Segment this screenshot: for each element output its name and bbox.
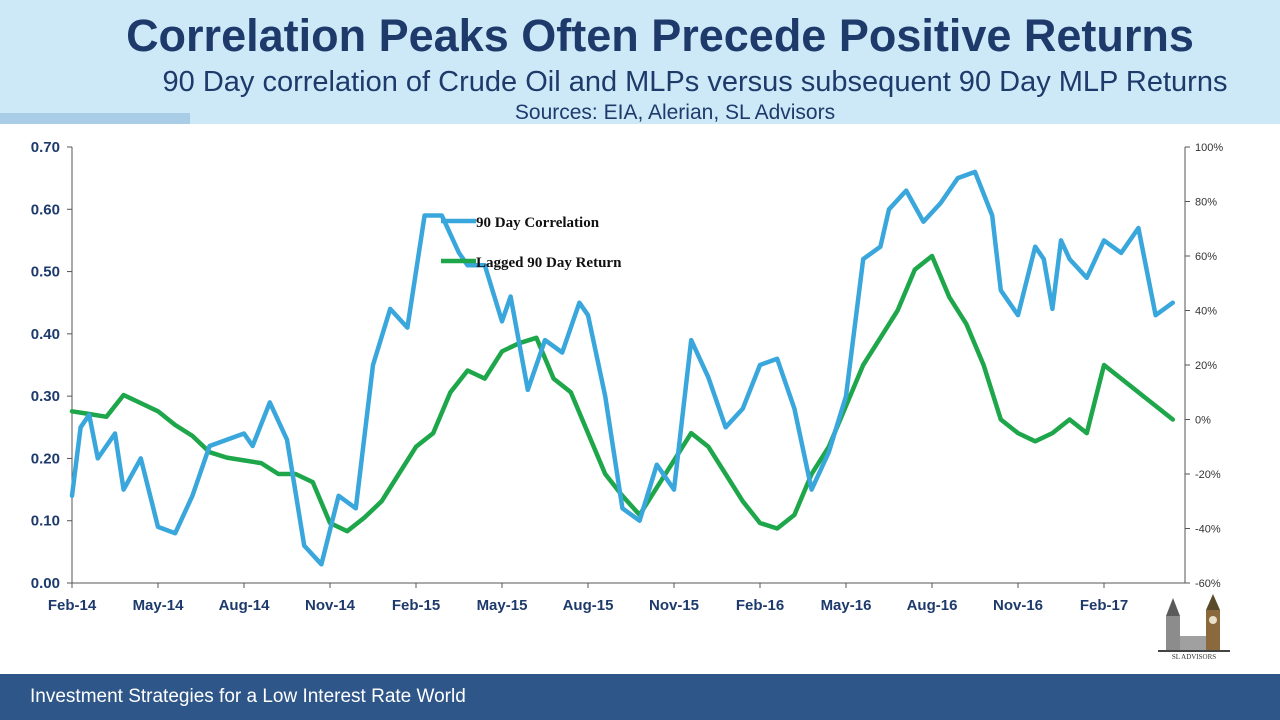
sources-note: Sources: EIA, Alerian, SL Advisors [514,101,836,124]
x-tick-label: Nov-14 [305,597,356,614]
x-tick-label: May-16 [821,597,872,614]
left-tick-label: 0.20 [31,450,60,467]
header-accent-bar [0,113,190,124]
legend-item-return-label: Lagged 90 Day Return [476,255,622,271]
x-tick-label: Aug-15 [563,597,614,614]
right-tick-label: -40% [1195,524,1221,536]
x-tick-label: Nov-16 [993,597,1043,614]
correlation-series-line [69,169,1176,567]
right-tick-label: 100% [1195,142,1223,154]
legend-item-correlation-label: 90 Day Correlation [476,215,600,231]
left-tick-label: 0.50 [31,264,60,281]
page-title: Correlation Peaks Often Precede Positive… [126,10,1194,61]
footer-bar: Investment Strategies for a Low Interest… [0,674,1280,720]
chart-legend: 90 Day Correlation Lagged 90 Day Return [441,215,622,271]
left-tick-label: 0.40 [31,326,60,343]
left-tick-label: 0.10 [31,513,60,530]
x-tick-label: Aug-16 [907,597,958,614]
x-tick-label: Feb-16 [736,597,784,614]
left-tick-label: 0.30 [31,388,60,405]
footer-tagline: Investment Strategies for a Low Interest… [30,686,466,707]
x-tick-label: Feb-17 [1080,597,1128,614]
x-tick-label: Nov-15 [649,597,699,614]
right-tick-label: -20% [1195,469,1221,481]
right-tick-label: -60% [1195,578,1221,590]
left-tick-label: 0.60 [31,201,60,218]
logo-text: SL ADVISORS [1172,653,1216,661]
x-tick-label: May-14 [133,597,185,614]
page-subtitle: 90 Day correlation of Crude Oil and MLPs… [162,66,1228,98]
title-banner [0,0,1280,124]
right-tick-label: 20% [1195,360,1217,372]
right-tick-label: 0% [1195,415,1211,427]
left-tick-label: 0.00 [31,575,60,592]
x-tick-label: Aug-14 [219,597,270,614]
x-tick-label: Feb-15 [392,597,440,614]
x-tick-label: Feb-14 [48,597,97,614]
right-tick-label: 80% [1195,197,1217,209]
sl-advisors-logo: SL ADVISORS [1158,592,1230,662]
chart-series [69,169,1176,567]
right-tick-label: 60% [1195,251,1217,263]
correlation-return-chart: 0.00 0.10 0.20 0.30 0.40 0.50 0.60 0.70 -60% -40%… [31,139,1224,614]
chart-axes: 0.00 0.10 0.20 0.30 0.40 0.50 0.60 0.70 -60% -40%… [31,139,1224,614]
left-tick-label: 0.70 [31,139,60,156]
right-tick-label: 40% [1195,306,1217,318]
x-tick-label: May-15 [477,597,528,614]
